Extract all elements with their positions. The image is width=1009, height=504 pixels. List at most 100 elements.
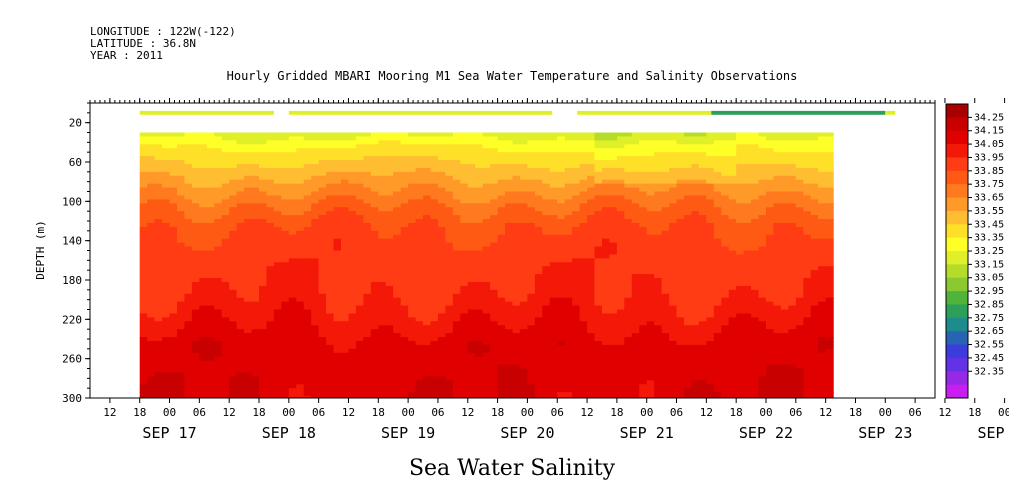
salinity-cell — [452, 317, 461, 322]
salinity-cell — [408, 305, 417, 311]
salinity-cell — [430, 144, 439, 149]
salinity-cell — [542, 211, 551, 216]
salinity-cell — [393, 360, 402, 366]
salinity-cell — [601, 144, 611, 149]
salinity-cell — [430, 368, 439, 374]
salinity-cell — [423, 309, 432, 315]
salinity-cell — [572, 160, 581, 165]
salinity-cell — [311, 344, 320, 350]
salinity-cell — [549, 325, 558, 330]
salinity-cell — [341, 211, 350, 216]
salinity-cell — [311, 356, 320, 362]
salinity-cell — [549, 215, 558, 220]
salinity-cell — [683, 148, 693, 153]
salinity-cell — [259, 246, 268, 252]
salinity-cell — [482, 258, 491, 263]
salinity-cell — [214, 230, 223, 236]
salinity-cell — [587, 211, 596, 216]
salinity-cell — [303, 211, 312, 216]
salinity-cell — [199, 160, 208, 165]
salinity-cell — [564, 254, 573, 259]
salinity-cell — [639, 344, 648, 350]
salinity-cell — [296, 360, 305, 366]
salinity-cell — [587, 266, 596, 271]
salinity-cell — [341, 285, 350, 291]
salinity-cell — [154, 313, 163, 318]
salinity-cell — [311, 148, 320, 153]
salinity-cell — [475, 293, 484, 299]
salinity-cell — [259, 132, 268, 138]
salinity-cell — [191, 392, 200, 397]
salinity-cell — [631, 171, 640, 177]
salinity-cell — [244, 317, 253, 322]
salinity-cell — [542, 136, 551, 141]
salinity-cell — [624, 274, 633, 279]
salinity-cell — [244, 352, 253, 358]
salinity-cell — [363, 136, 372, 141]
salinity-cell — [467, 333, 476, 338]
salinity-cell — [594, 238, 603, 244]
salinity-cell — [587, 195, 596, 200]
salinity-cell — [154, 325, 163, 330]
salinity-cell — [572, 230, 581, 236]
salinity-cell — [534, 191, 543, 197]
salinity-cell — [564, 187, 573, 193]
salinity-cell — [303, 348, 312, 354]
salinity-cell — [646, 278, 655, 283]
salinity-cell — [348, 388, 357, 393]
salinity-cell — [229, 222, 238, 228]
salinity-cell — [512, 215, 521, 220]
salinity-cell — [415, 152, 424, 157]
salinity-cell — [564, 270, 573, 275]
salinity-cell — [415, 281, 424, 287]
salinity-cell — [661, 348, 670, 354]
salinity-cell — [348, 152, 357, 157]
salinity-cell — [363, 348, 372, 354]
salinity-cell — [318, 388, 327, 393]
salinity-cell — [415, 301, 424, 307]
salinity-cell — [490, 278, 499, 283]
salinity-cell — [355, 191, 364, 197]
salinity-cell — [512, 258, 521, 263]
salinity-cell — [564, 384, 573, 389]
salinity-cell — [423, 156, 432, 161]
salinity-cell — [452, 140, 461, 145]
salinity-cell — [229, 242, 238, 248]
salinity-cell — [378, 238, 387, 244]
salinity-cell — [259, 226, 268, 232]
salinity-cell — [467, 132, 476, 138]
salinity-cell — [273, 388, 282, 393]
salinity-cell — [191, 163, 200, 169]
salinity-cell — [564, 152, 573, 157]
salinity-cell — [631, 364, 640, 370]
salinity-cell — [281, 250, 290, 256]
salinity-cell — [326, 167, 335, 173]
salinity-cell — [400, 152, 409, 157]
salinity-cell — [557, 293, 566, 299]
salinity-cell — [683, 226, 693, 232]
salinity-cell — [482, 171, 491, 177]
salinity-cell — [154, 285, 163, 291]
salinity-cell — [281, 258, 290, 263]
salinity-cell — [206, 321, 215, 326]
salinity-cell — [415, 356, 424, 362]
salinity-cell — [587, 136, 596, 141]
salinity-cell — [609, 329, 618, 334]
salinity-cell — [639, 364, 648, 370]
salinity-cell — [169, 195, 178, 200]
salinity-cell — [236, 156, 245, 161]
salinity-cell — [147, 274, 156, 279]
salinity-cell — [460, 160, 469, 165]
salinity-cell — [303, 337, 312, 342]
salinity-cell — [430, 266, 439, 271]
salinity-cell — [430, 215, 439, 220]
salinity-cell — [482, 344, 491, 350]
salinity-cell — [348, 352, 357, 358]
salinity-cell — [244, 368, 253, 374]
salinity-cell — [512, 148, 521, 153]
salinity-cell — [572, 167, 581, 173]
salinity-cell — [281, 360, 290, 366]
salinity-cell — [475, 203, 484, 208]
salinity-cell — [214, 337, 223, 342]
salinity-cell — [408, 388, 417, 393]
